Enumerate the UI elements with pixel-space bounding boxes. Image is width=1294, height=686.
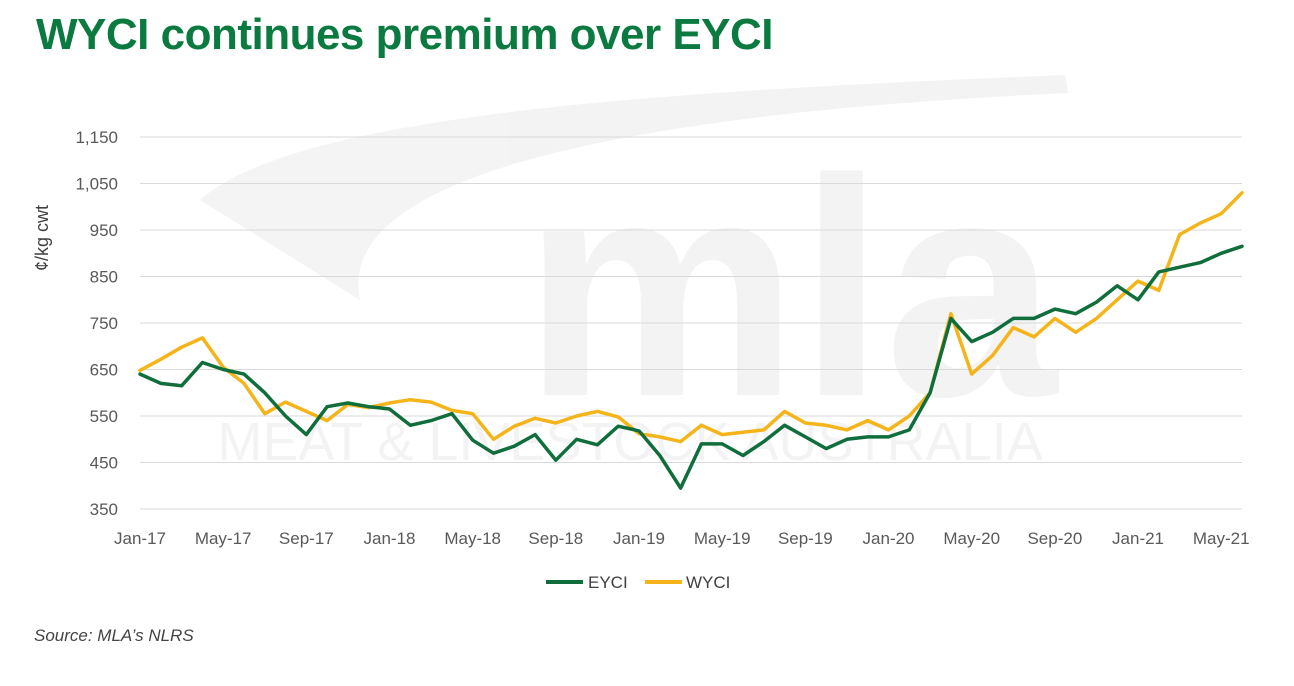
y-tick-label: 350 — [90, 500, 118, 519]
series-line-eyci — [138, 244, 1244, 490]
x-tick-label: Jan-18 — [364, 529, 416, 548]
chart-title: WYCI continues premium over EYCI — [36, 10, 774, 59]
watermark-logo: mla — [523, 114, 1059, 461]
x-axis: Jan-17 May-17 Sep-17 Jan-18 May-18 Sep-18 Jan-… — [114, 529, 1250, 548]
plot-area — [138, 191, 1244, 490]
y-axis: 350 450 550 650 750 850 950 1,050 1,150 — [75, 128, 118, 519]
x-tick-label: Jan-20 — [863, 529, 915, 548]
y-tick-label: 650 — [90, 361, 118, 380]
x-tick-label: May-19 — [694, 529, 751, 548]
y-tick-label: 950 — [90, 221, 118, 240]
legend: EYCI WYCI — [546, 573, 730, 592]
x-tick-label: Jan-21 — [1112, 529, 1164, 548]
grid-lines — [140, 136, 1242, 510]
x-tick-label: Sep-18 — [528, 529, 583, 548]
series-line-wyci — [138, 191, 1244, 444]
x-tick-label: Jan-17 — [114, 529, 166, 548]
y-axis-label: ¢/kg cwt — [32, 205, 52, 271]
x-tick-label: May-18 — [444, 529, 501, 548]
y-tick-label: 1,150 — [75, 128, 118, 147]
x-tick-label: Jan-19 — [613, 529, 665, 548]
x-tick-label: May-17 — [195, 529, 252, 548]
x-tick-label: Sep-19 — [778, 529, 833, 548]
y-tick-label: 850 — [90, 268, 118, 287]
y-tick-label: 550 — [90, 407, 118, 426]
x-tick-label: Sep-17 — [279, 529, 334, 548]
y-tick-label: 750 — [90, 314, 118, 333]
legend-label-eyci: EYCI — [588, 573, 628, 592]
y-tick-label: 450 — [90, 454, 118, 473]
watermark: mla MEAT & LIVESTOCK AUSTRALIA — [200, 75, 1068, 472]
y-tick-label: 1,050 — [75, 175, 118, 194]
legend-label-wyci: WYCI — [686, 573, 730, 592]
source-note: Source: MLA’s NLRS — [34, 626, 194, 645]
x-tick-label: Sep-20 — [1027, 529, 1082, 548]
x-tick-label: May-21 — [1193, 529, 1250, 548]
x-tick-label: May-20 — [943, 529, 1000, 548]
watermark-swoosh — [200, 75, 1068, 300]
